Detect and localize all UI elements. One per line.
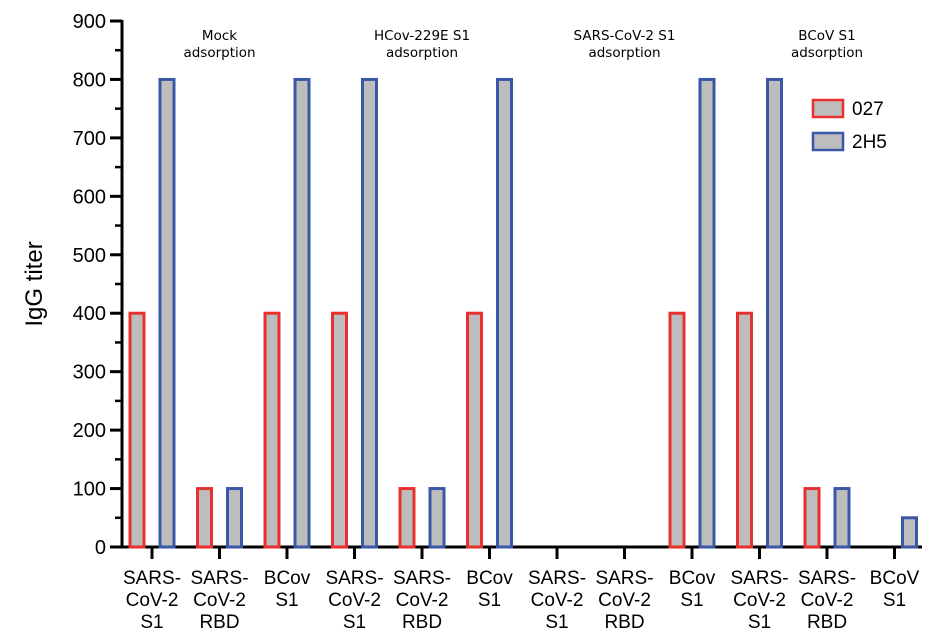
bar-027-10 <box>803 487 821 549</box>
bar-027-5 <box>466 311 483 549</box>
x-category-label-line: SARS- <box>595 568 653 589</box>
x-category-label: SARS-CoV-2 S1 <box>730 568 788 633</box>
axes <box>110 19 922 559</box>
x-category-label: SARS-CoV-2 RBD <box>595 568 653 633</box>
x-category-label: BCov S1 <box>669 568 716 611</box>
bar-027-0 <box>128 311 146 549</box>
x-category-label: SARS-CoV-2 RBD <box>393 568 451 633</box>
bar-2H5-10 <box>833 487 851 549</box>
x-category-label: BCov S1 <box>264 568 311 611</box>
x-category-label-line: BCov <box>466 568 513 589</box>
y-tick-label: 500 <box>73 245 106 267</box>
x-category-label: BCov S1 <box>466 568 513 611</box>
bar-027-3 <box>331 311 348 549</box>
group-label: HCov-229E S1 adsorption <box>374 28 470 61</box>
group-label-line: adsorption <box>791 45 863 61</box>
legend-swatch-027 <box>811 98 845 119</box>
group-label-line: Mock <box>202 28 237 44</box>
x-category-label-line: S1 <box>343 612 366 633</box>
x-category-label: BCoV S1 <box>870 568 920 611</box>
x-category-label-line: CoV-2 <box>531 590 584 611</box>
x-category-label-line: S1 <box>748 612 771 633</box>
x-category-label-line: CoV-2 <box>801 590 854 611</box>
bar-027-8 <box>668 311 686 549</box>
x-category-label-line: S1 <box>140 612 163 633</box>
legend-label-027: 027 <box>852 99 884 120</box>
y-tick-label: 400 <box>73 303 106 325</box>
x-category-label-line: S1 <box>883 590 906 611</box>
x-category-label-line: SARS- <box>393 568 451 589</box>
x-category-label-line: RBD <box>604 612 644 633</box>
y-axis-label: IgG titer <box>21 241 48 326</box>
x-category-label-line: S1 <box>680 590 703 611</box>
bars <box>128 77 918 549</box>
bar-027-4 <box>398 487 416 549</box>
x-category-label: SARS-CoV-2 S1 <box>325 568 383 633</box>
legend-swatch-2H5 <box>811 131 845 152</box>
legend-label-2H5: 2H5 <box>852 132 887 153</box>
x-category-label-line: CoV-2 <box>733 590 786 611</box>
x-category-label: SARS-CoV-2 S1 <box>528 568 586 633</box>
bar-027-1 <box>196 487 213 549</box>
x-category-label: SARS-CoV-2 RBD <box>190 568 248 633</box>
legend: 027 2H5 <box>811 98 887 153</box>
group-label-line: SARS-CoV-2 S1 <box>574 28 676 44</box>
x-category-label: SARS-CoV-2 RBD <box>798 568 856 633</box>
labels: 0 100 200 300 400 500 600 700 800 900 IgG titer SAR… <box>21 11 920 633</box>
group-label-line: adsorption <box>588 45 660 61</box>
group-label: SARS-CoV-2 S1 adsorption <box>574 28 676 61</box>
group-label-line: adsorption <box>183 45 255 61</box>
bar-2H5-4 <box>428 487 446 549</box>
y-tick-label: 900 <box>73 11 106 33</box>
x-category-label-line: RBD <box>402 612 442 633</box>
x-category-label-line: CoV-2 <box>328 590 381 611</box>
group-label: Mock adsorption <box>183 28 255 61</box>
y-tick-label: 800 <box>73 69 106 91</box>
group-label: BCoV S1 adsorption <box>791 28 863 61</box>
x-category-label-line: SARS- <box>123 568 181 589</box>
bar-2H5-2 <box>293 77 311 549</box>
group-label-line: HCov-229E S1 <box>374 28 470 44</box>
x-category-label-line: BCoV <box>870 568 920 589</box>
bar-2H5-1 <box>226 487 243 549</box>
x-category-label-line: S1 <box>478 590 501 611</box>
y-tick-label: 0 <box>95 537 106 559</box>
bar-2H5-9 <box>766 77 783 549</box>
x-category-label-line: CoV-2 <box>396 590 449 611</box>
bar-2H5-3 <box>361 77 378 549</box>
x-category-label-line: BCov <box>669 568 716 589</box>
x-category-label-line: SARS- <box>325 568 383 589</box>
group-label-line: BCoV S1 <box>798 28 855 44</box>
x-category-label-line: CoV-2 <box>598 590 651 611</box>
y-tick-label: 700 <box>73 128 106 150</box>
group-label-line: adsorption <box>386 45 458 61</box>
x-category-label-line: RBD <box>807 612 847 633</box>
bar-2H5-8 <box>698 77 716 549</box>
x-category-label-line: RBD <box>199 612 239 633</box>
y-tick-label: 300 <box>73 362 106 384</box>
x-category-label-line: CoV-2 <box>126 590 179 611</box>
x-category-label-line: SARS- <box>528 568 586 589</box>
y-tick-label: 200 <box>73 420 106 442</box>
bar-2H5-0 <box>158 77 176 549</box>
x-category-label-line: CoV-2 <box>193 590 246 611</box>
bar-027-9 <box>736 311 753 549</box>
bar-2H5-5 <box>496 77 513 549</box>
x-category-label: SARS-CoV-2 S1 <box>123 568 181 633</box>
x-category-label-line: BCov <box>264 568 311 589</box>
bar-2H5-11 <box>901 516 918 549</box>
x-category-label-line: S1 <box>275 590 298 611</box>
y-tick-label: 100 <box>73 479 106 501</box>
bar-027-2 <box>263 311 281 549</box>
x-category-label-line: SARS- <box>730 568 788 589</box>
x-category-label-line: S1 <box>545 612 568 633</box>
x-category-label-line: SARS- <box>798 568 856 589</box>
x-category-label-line: SARS- <box>190 568 248 589</box>
y-tick-label: 600 <box>73 186 106 208</box>
